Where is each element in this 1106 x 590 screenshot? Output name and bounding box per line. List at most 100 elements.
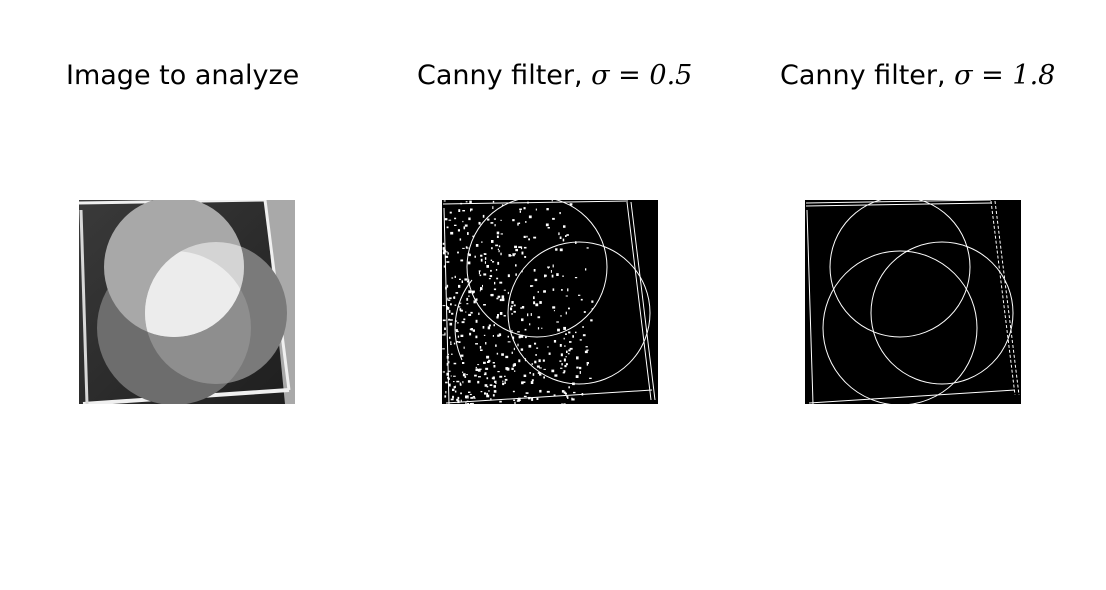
noise-speck bbox=[561, 289, 563, 291]
noise-speck bbox=[497, 232, 500, 235]
noise-speck bbox=[543, 290, 546, 292]
noise-speck bbox=[454, 218, 456, 220]
noise-speck bbox=[493, 377, 495, 380]
noise-speck bbox=[499, 245, 500, 247]
noise-speck bbox=[502, 383, 504, 385]
noise-speck bbox=[581, 299, 583, 301]
noise-speck bbox=[525, 329, 527, 331]
noise-speck bbox=[553, 288, 555, 291]
noise-speck bbox=[491, 240, 494, 243]
noise-speck bbox=[480, 287, 483, 290]
noise-speck bbox=[494, 365, 496, 368]
noise-speck bbox=[466, 303, 468, 304]
noise-speck bbox=[505, 356, 508, 358]
noise-speck bbox=[529, 216, 532, 219]
noise-speck bbox=[582, 326, 584, 327]
noise-speck bbox=[567, 396, 568, 399]
noise-speck bbox=[473, 329, 475, 331]
noise-speck bbox=[508, 292, 509, 294]
noise-speck bbox=[449, 297, 452, 299]
noise-speck bbox=[487, 386, 489, 387]
noise-speck bbox=[488, 326, 490, 329]
noise-speck bbox=[457, 322, 459, 323]
noise-speck bbox=[585, 268, 586, 270]
noise-speck bbox=[492, 261, 494, 262]
noise-speck bbox=[491, 260, 492, 261]
noise-speck bbox=[514, 305, 516, 307]
noise-speck bbox=[498, 249, 499, 250]
noise-speck bbox=[477, 364, 479, 365]
noise-speck bbox=[462, 210, 465, 211]
noise-speck bbox=[456, 381, 459, 383]
noise-speck bbox=[458, 229, 460, 231]
noise-speck bbox=[529, 323, 530, 325]
canny-high-image bbox=[805, 200, 1021, 404]
noise-speck bbox=[450, 232, 453, 235]
noise-speck bbox=[495, 345, 497, 347]
noise-speck bbox=[455, 305, 457, 306]
sigma-symbol-high: σ bbox=[954, 60, 972, 91]
noise-speck bbox=[460, 260, 463, 262]
noise-speck bbox=[566, 363, 568, 365]
noise-speck bbox=[466, 395, 469, 397]
noise-speck bbox=[479, 222, 480, 225]
noise-speck bbox=[534, 269, 536, 272]
noise-speck bbox=[481, 241, 482, 242]
noise-speck bbox=[555, 248, 557, 250]
noise-speck bbox=[485, 368, 488, 370]
noise-speck bbox=[584, 311, 586, 313]
noise-speck bbox=[484, 253, 486, 255]
noise-speck bbox=[536, 209, 537, 211]
noise-speck bbox=[447, 285, 448, 288]
noise-speck bbox=[539, 301, 542, 304]
noise-speck bbox=[475, 336, 477, 339]
noise-speck bbox=[497, 371, 499, 372]
noise-speck bbox=[468, 392, 470, 393]
noise-speck bbox=[462, 381, 463, 383]
noise-speck bbox=[517, 331, 520, 332]
noise-speck bbox=[499, 401, 502, 403]
noise-speck bbox=[524, 396, 527, 397]
noise-speck bbox=[524, 236, 526, 238]
noise-speck bbox=[462, 280, 463, 283]
noise-speck bbox=[546, 224, 549, 227]
noise-speck bbox=[586, 346, 588, 347]
noise-speck bbox=[446, 261, 449, 263]
noise-speck bbox=[568, 386, 570, 388]
canny-low-image bbox=[442, 200, 658, 404]
noise-speck bbox=[519, 209, 522, 211]
noise-speck bbox=[565, 235, 567, 237]
noise-speck bbox=[449, 310, 451, 313]
noise-speck bbox=[493, 362, 495, 364]
noise-speck bbox=[452, 389, 454, 391]
noise-speck bbox=[493, 201, 494, 203]
noise-speck bbox=[499, 376, 502, 378]
sigma-value-low: 0.5 bbox=[649, 60, 692, 91]
noise-speck bbox=[493, 335, 494, 337]
noise-speck bbox=[533, 237, 536, 239]
panel-title-canny-low: Canny filter, σ = 0.5 bbox=[417, 58, 692, 94]
noise-speck bbox=[485, 257, 486, 260]
panel-title-canny-high-prefix: Canny filter, bbox=[780, 60, 954, 91]
noise-speck bbox=[566, 393, 567, 394]
noise-speck bbox=[448, 252, 449, 254]
noise-speck bbox=[458, 341, 460, 343]
noise-speck bbox=[479, 271, 480, 274]
noise-speck bbox=[478, 313, 479, 315]
noise-speck bbox=[558, 232, 559, 235]
noise-speck bbox=[526, 392, 529, 394]
noise-speck bbox=[464, 278, 467, 280]
noise-speck bbox=[468, 290, 471, 293]
noise-speck bbox=[534, 343, 536, 345]
noise-speck bbox=[480, 275, 482, 277]
noise-speck bbox=[487, 219, 489, 221]
noise-speck bbox=[510, 307, 512, 310]
noise-speck bbox=[454, 363, 457, 365]
noise-speck bbox=[514, 402, 515, 404]
sigma-equals-high: = bbox=[973, 60, 1013, 91]
original-image bbox=[79, 200, 295, 404]
noise-speck bbox=[443, 371, 445, 372]
noise-speck bbox=[454, 386, 456, 388]
noise-speck bbox=[576, 356, 579, 359]
noise-speck bbox=[499, 250, 500, 252]
